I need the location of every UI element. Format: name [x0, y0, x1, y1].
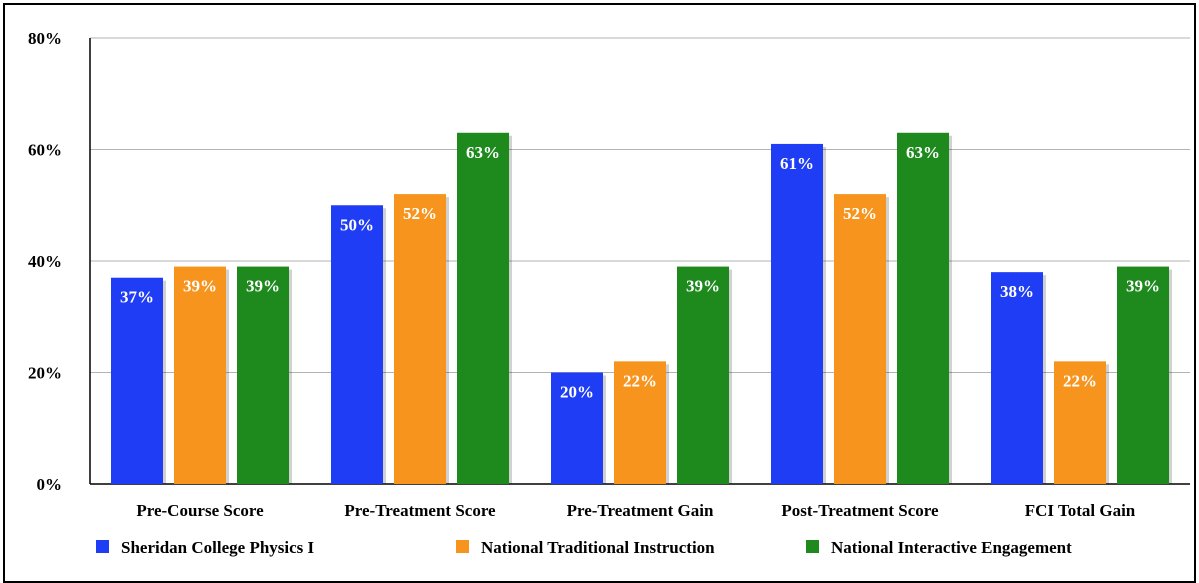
- bar: [991, 272, 1043, 484]
- bar: [551, 372, 603, 484]
- data-label: 39%: [183, 277, 217, 296]
- data-label: 39%: [246, 277, 280, 296]
- bar: [174, 266, 226, 484]
- data-label: 38%: [1000, 282, 1034, 301]
- bar: [834, 194, 886, 484]
- x-tick-label: Pre-Course Score: [136, 501, 264, 520]
- data-label: 37%: [120, 288, 154, 307]
- y-tick-label: 40%: [28, 252, 62, 271]
- bar: [457, 132, 509, 484]
- data-label: 39%: [1126, 277, 1160, 296]
- x-tick-label: Pre-Treatment Gain: [567, 501, 714, 520]
- data-label: 61%: [780, 154, 814, 173]
- bar: [394, 194, 446, 484]
- legend-label: National Interactive Engagement: [831, 538, 1072, 557]
- bar: [614, 361, 666, 484]
- bar: [237, 266, 289, 484]
- x-tick-label: Post-Treatment Score: [781, 501, 939, 520]
- bar: [1117, 266, 1169, 484]
- data-label: 22%: [623, 371, 657, 390]
- bar-chart: 0% 20% 40% 60% 80% 37% 39% 39% Pre-Course Score 5…: [28, 29, 1190, 557]
- bar: [677, 266, 729, 484]
- legend-label: National Traditional Instruction: [481, 538, 715, 557]
- data-label: 22%: [1063, 371, 1097, 390]
- data-label: 63%: [466, 143, 500, 162]
- data-label: 52%: [403, 204, 437, 223]
- data-label: 50%: [340, 215, 374, 234]
- y-tick-label: 60%: [28, 141, 62, 160]
- x-tick-label: Pre-Treatment Score: [344, 501, 496, 520]
- legend-swatch: [456, 540, 469, 553]
- y-tick-label: 0%: [37, 475, 63, 494]
- y-tick-label: 20%: [28, 364, 62, 383]
- bar: [897, 132, 949, 484]
- legend-label: Sheridan College Physics I: [121, 538, 315, 557]
- legend-swatch: [806, 540, 819, 553]
- bar: [111, 277, 163, 484]
- y-tick-label: 80%: [28, 29, 62, 48]
- data-label: 52%: [843, 204, 877, 223]
- bar: [771, 143, 823, 485]
- legend-swatch: [96, 540, 109, 553]
- data-label: 39%: [686, 277, 720, 296]
- data-label: 63%: [906, 143, 940, 162]
- bar: [331, 205, 383, 484]
- data-label: 20%: [560, 383, 594, 402]
- bar: [1054, 361, 1106, 484]
- x-tick-label: FCI Total Gain: [1025, 501, 1136, 520]
